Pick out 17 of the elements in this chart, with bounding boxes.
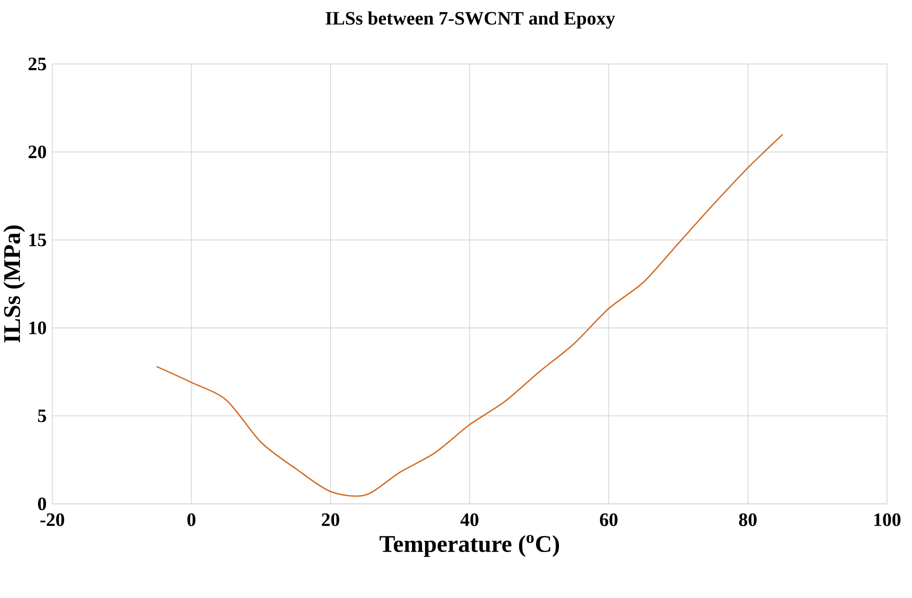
line-series bbox=[156, 134, 784, 497]
x-axis-title: Temperature ($^{o}$C) bbox=[380, 535, 559, 558]
x-tick-label: 60 bbox=[600, 513, 618, 526]
x-tick-label: 100 bbox=[874, 513, 900, 526]
x-tick-label: 0 bbox=[187, 513, 196, 526]
y-tick-label: 15 bbox=[29, 234, 46, 246]
x-tick-label: 20 bbox=[322, 513, 340, 526]
y-tick-label: 20 bbox=[28, 146, 46, 158]
y-axis-title: ILSs (MPa) bbox=[3, 226, 26, 343]
x-tick-label: 40 bbox=[460, 513, 478, 526]
y-tick-label: 10 bbox=[29, 322, 46, 334]
x-tick-label: 80 bbox=[739, 513, 757, 526]
y-tick-label: 25 bbox=[28, 58, 46, 70]
y-tick-label: 5 bbox=[38, 410, 46, 422]
x-tick-label: -20 bbox=[40, 513, 64, 526]
y-tick-label: 0 bbox=[38, 498, 46, 510]
chart-title: ILSs between 7-SWCNT and Epoxy bbox=[326, 11, 616, 29]
